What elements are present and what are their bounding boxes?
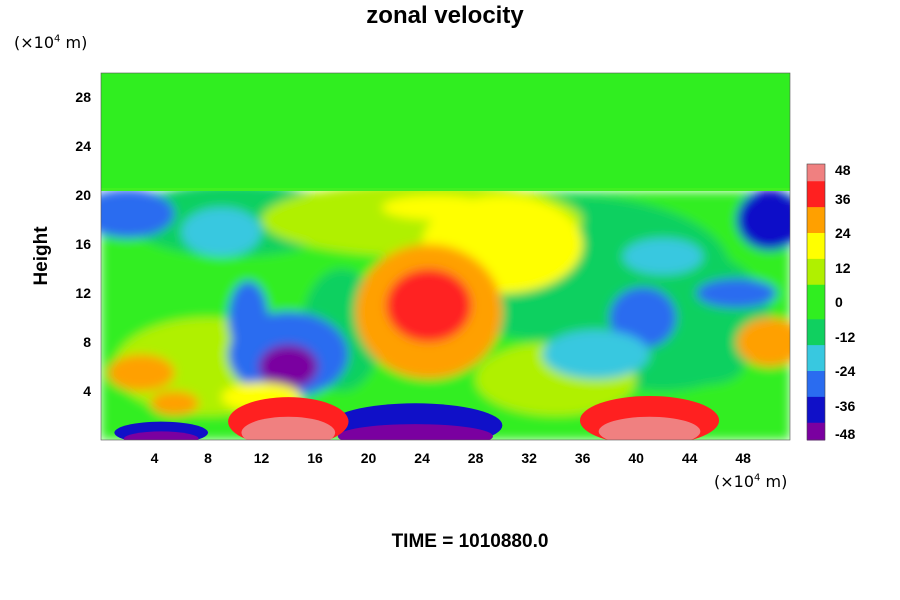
colorbar-tick-label: 24 [835, 225, 851, 241]
field-contour-region [258, 344, 318, 389]
x-tick-label: 40 [628, 450, 644, 466]
colorbar-tick-label: -24 [835, 363, 856, 379]
colorbar-tick-label: -36 [835, 397, 856, 414]
y-tick-label: 20 [75, 187, 91, 204]
field-contour-region [696, 278, 777, 308]
colorbar-segment [807, 267, 825, 277]
colorbar-segment [807, 345, 825, 355]
colorbar-segment [807, 276, 825, 286]
colorbar-frame [806, 163, 826, 441]
x-tick-label: 36 [574, 450, 591, 466]
colorbar-segment [807, 422, 825, 432]
field-contour-region [542, 329, 650, 379]
plot-area [101, 73, 790, 440]
x-tick-label: 24 [414, 450, 430, 466]
y-axis-unit: (×104 m) [14, 33, 87, 52]
y-tick-label: 28 [75, 89, 91, 106]
colorbar-segment [807, 215, 825, 225]
colorbar-segment [807, 310, 825, 320]
colorbar-segment [807, 353, 825, 363]
x-tick-label: 32 [521, 450, 537, 466]
y-unit-base: (×10 [14, 33, 55, 52]
field-contour-region [609, 287, 677, 349]
x-axis-unit: (×104 m) [714, 472, 787, 491]
field-contour-region [107, 354, 175, 392]
x-tick-label: 12 [253, 450, 270, 466]
colorbar-segment [807, 431, 825, 441]
colorbar-tick-label: 12 [835, 259, 851, 276]
y-unit-exponent: 4 [54, 33, 61, 45]
colorbar-segment [807, 379, 825, 389]
colorbar-segment [807, 414, 825, 424]
field-contour-region [385, 268, 472, 343]
time-label: TIME = 1010880.0 [391, 531, 549, 552]
colorbar-segment [807, 396, 825, 406]
colorbar-segment [807, 405, 825, 415]
field-contour-region [150, 391, 199, 416]
colorbar-segment [807, 181, 825, 191]
field-contour-region [228, 280, 269, 355]
colorbar-segment [807, 224, 825, 234]
y-unit-tail: m) [60, 33, 88, 52]
x-unit-exponent: 4 [754, 472, 761, 484]
colorbar-tick-label: 48 [835, 162, 851, 178]
colorbar-segment [807, 258, 825, 268]
x-tick-label: 48 [735, 450, 751, 466]
colorbar-segment [807, 371, 825, 381]
field-surface-jet [337, 424, 493, 440]
colorbar-segment [807, 164, 825, 174]
colorbar-segment [807, 250, 825, 260]
y-tick-label: 12 [75, 285, 91, 302]
colorbar-segment [807, 388, 825, 398]
colorbar-segment [807, 284, 825, 294]
colorbar-segment [807, 319, 825, 329]
colorbar-segment [807, 189, 825, 199]
colorbar-segment [807, 336, 825, 346]
field-contour-region [181, 207, 262, 257]
colorbar-segment [807, 362, 825, 372]
y-tick-label: 16 [75, 236, 91, 253]
colorbar-tick-label: -48 [835, 426, 856, 442]
colorbar-segment [807, 241, 825, 251]
colorbar-segment [807, 302, 825, 312]
colorbar-segment [807, 198, 825, 208]
y-tick-label: 24 [75, 138, 91, 155]
chart-title: zonal velocity [366, 2, 524, 29]
field-contour-region [101, 189, 175, 239]
x-tick-label: 8 [204, 450, 212, 466]
colorbar-tick-label: -12 [835, 328, 856, 345]
field-contour-region [622, 238, 704, 275]
field-upper-layer [101, 73, 790, 188]
field-contour-region [736, 317, 790, 367]
x-tick-label: 28 [467, 450, 484, 466]
colorbar-tick-label: 0 [835, 294, 843, 310]
field-contour-region [662, 348, 744, 385]
y-tick-label: 8 [83, 334, 91, 351]
x-tick-label: 44 [681, 450, 698, 466]
y-tick-label: 4 [83, 383, 91, 400]
x-unit-base: (×10 [714, 472, 755, 491]
field-surface-jet [598, 416, 701, 440]
colorbar-segment [807, 172, 825, 182]
x-tick-label: 20 [360, 450, 377, 466]
x-unit-tail: m) [760, 472, 788, 491]
x-tick-label: 4 [150, 450, 159, 466]
field-surface-jet [123, 431, 199, 440]
field-contour-region [736, 189, 790, 251]
x-tick-label: 16 [307, 450, 323, 466]
plot-frame [100, 72, 791, 441]
colorbar-tick-label: 36 [835, 190, 851, 207]
colorbar [806, 163, 826, 441]
colorbar-segment [807, 327, 825, 337]
field-tropopause-line [101, 187, 790, 191]
colorbar-segment [807, 293, 825, 303]
colorbar-segment [807, 233, 825, 243]
colorbar-segment [807, 207, 825, 217]
field-contour-region [381, 195, 489, 220]
field-surface-jet [241, 416, 336, 440]
